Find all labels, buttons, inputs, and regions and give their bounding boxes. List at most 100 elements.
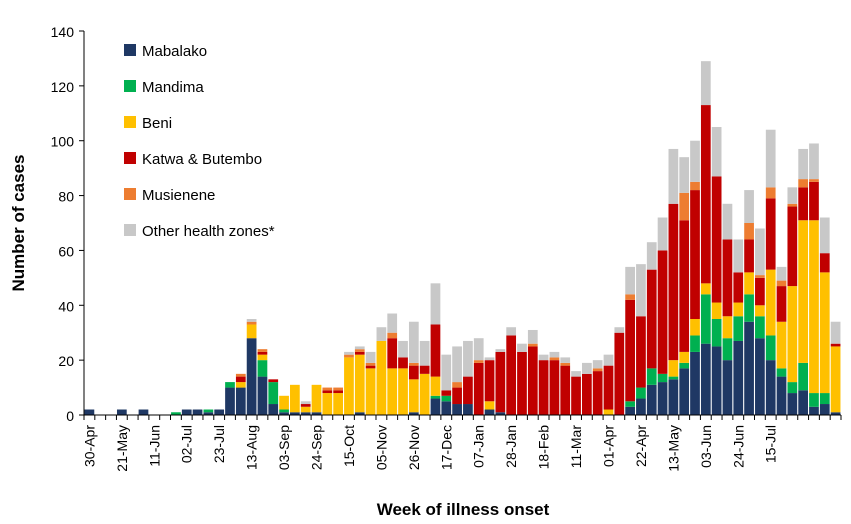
- bar-segment: [246, 338, 257, 415]
- bar-segment: [235, 373, 246, 377]
- bar-segment: [755, 305, 765, 317]
- bar-segment: [776, 286, 787, 322]
- bar-segment: [787, 206, 798, 287]
- bar-segment: [300, 406, 311, 413]
- bar-segment: [214, 409, 225, 415]
- bar-segment: [452, 404, 462, 415]
- x-tick-label: 13-Aug: [244, 425, 260, 470]
- bar-segment: [408, 379, 419, 413]
- legend-label: Katwa & Butembo: [142, 151, 262, 168]
- bar-segment: [344, 354, 354, 358]
- bar-segment: [744, 190, 754, 223]
- bar-segment: [636, 387, 646, 399]
- bar-segment: [830, 412, 841, 415]
- bar-segment: [646, 242, 657, 270]
- x-tick-label: 02-Jul: [179, 425, 195, 463]
- bar-segment: [268, 379, 279, 383]
- bar-segment: [776, 368, 787, 377]
- bar-segment: [636, 264, 646, 317]
- bar-segment: [246, 321, 257, 325]
- bar-segment: [722, 203, 733, 240]
- bar-segment: [700, 61, 711, 106]
- bar-segment: [398, 340, 408, 358]
- bar-segment: [765, 198, 776, 270]
- bar-segment: [765, 360, 776, 415]
- bar-segment: [452, 382, 462, 388]
- bar-segment: [603, 354, 614, 366]
- bar-segment: [776, 280, 787, 287]
- bar-segment: [441, 401, 452, 415]
- x-tick-label: 24-Sep: [309, 425, 325, 470]
- bar-segment: [549, 360, 560, 415]
- bars-layer: [84, 61, 841, 415]
- bar-segment: [614, 327, 625, 333]
- bar-segment: [300, 401, 311, 405]
- bar-segment: [387, 313, 398, 333]
- bar-segment: [419, 373, 430, 415]
- legend-swatch: [124, 44, 136, 56]
- bar-segment: [625, 401, 635, 407]
- bar-segment: [722, 338, 733, 361]
- bar-segment: [755, 338, 765, 415]
- bar-segment: [365, 351, 376, 363]
- y-tick-label: 60: [58, 243, 74, 259]
- bar-segment: [484, 357, 495, 361]
- bar-segment: [246, 324, 257, 339]
- y-tick-label: 80: [58, 189, 74, 205]
- bar-segment: [311, 384, 322, 413]
- bar-segment: [744, 321, 754, 415]
- bar-segment: [722, 239, 733, 317]
- bar-segment: [798, 179, 809, 188]
- bar-segment: [354, 412, 365, 415]
- bar-segment: [603, 365, 614, 410]
- bar-segment: [657, 217, 668, 251]
- bar-segment: [408, 362, 419, 366]
- bar-segment: [463, 376, 473, 405]
- bar-segment: [809, 220, 819, 394]
- bar-segment: [646, 384, 657, 415]
- bar-segment: [365, 362, 376, 366]
- bar-segment: [441, 395, 452, 402]
- x-tick-label: 28-Jan: [503, 425, 519, 468]
- x-tick-label: 30-Apr: [81, 425, 97, 467]
- bar-segment: [744, 239, 754, 273]
- bar-segment: [441, 354, 452, 391]
- bar-segment: [657, 382, 668, 415]
- bar-segment: [354, 351, 365, 355]
- bar-segment: [290, 412, 300, 415]
- bar-segment: [517, 343, 527, 352]
- bar-segment: [755, 228, 765, 276]
- bar-segment: [333, 393, 343, 415]
- bar-segment: [398, 357, 408, 369]
- bar-segment: [376, 340, 387, 415]
- bar-segment: [700, 105, 711, 284]
- bar-segment: [819, 253, 830, 273]
- bar-segment: [257, 360, 268, 377]
- bar-segment: [322, 393, 333, 415]
- bar-segment: [300, 404, 311, 407]
- bar-segment: [646, 368, 657, 385]
- x-tick-label: 01-Apr: [600, 425, 616, 467]
- bar-segment: [116, 409, 127, 415]
- bar-segment: [506, 327, 517, 336]
- bar-segment: [225, 382, 235, 388]
- bar-segment: [711, 127, 722, 177]
- bar-segment: [787, 203, 798, 207]
- bar-segment: [679, 157, 690, 193]
- x-tick-label: 17-Dec: [438, 425, 454, 470]
- bar-segment: [225, 387, 235, 415]
- bar-segment: [398, 368, 408, 415]
- bar-segment: [560, 362, 571, 366]
- bar-segment: [679, 220, 690, 352]
- bar-segment: [787, 393, 798, 415]
- bar-segment: [711, 176, 722, 303]
- bar-segment: [333, 387, 343, 391]
- x-axis-title: Week of illness onset: [377, 500, 550, 519]
- bar-segment: [495, 351, 506, 413]
- bar-segment: [636, 398, 646, 415]
- bar-segment: [830, 321, 841, 344]
- x-tick-label: 03-Sep: [276, 425, 292, 470]
- bar-segment: [354, 354, 365, 413]
